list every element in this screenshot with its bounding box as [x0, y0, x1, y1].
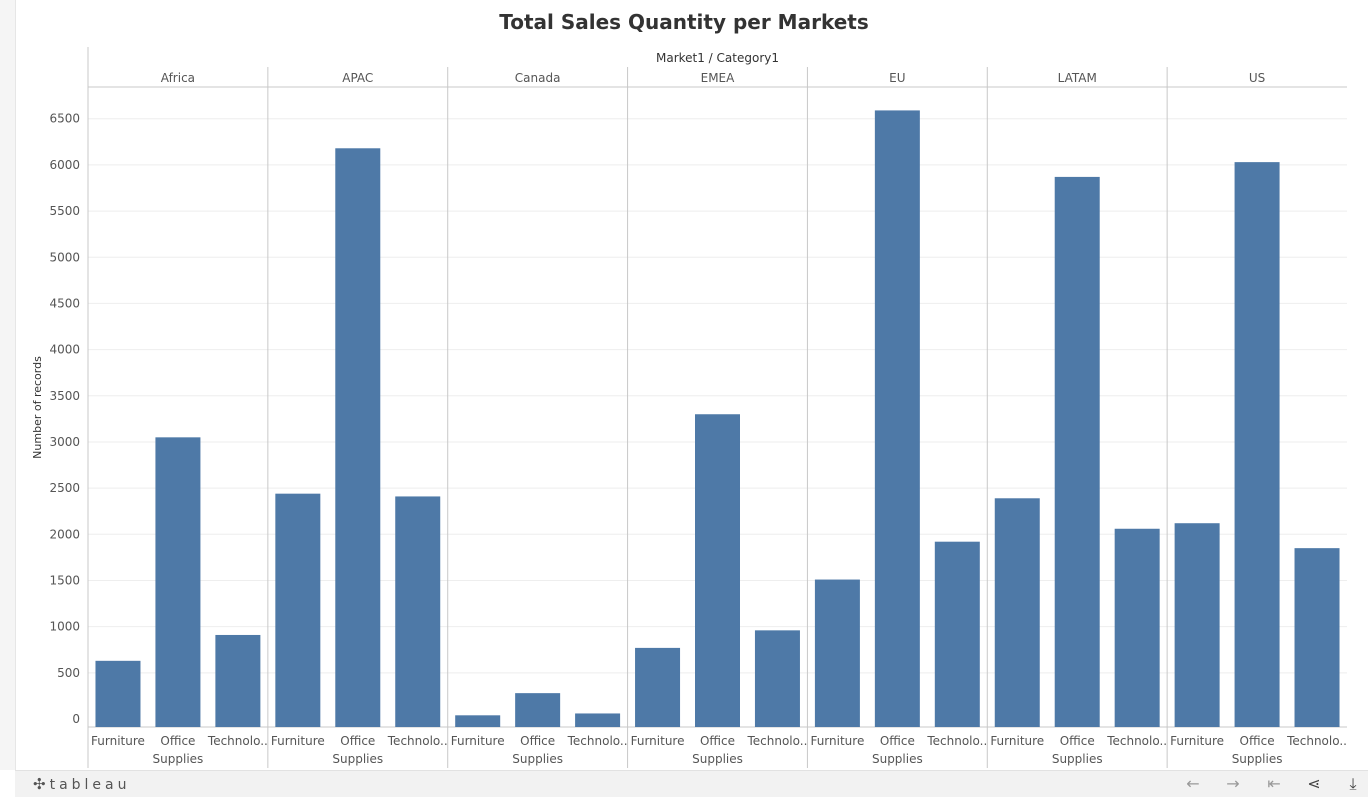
category-label: Furniture	[271, 734, 325, 748]
bar	[335, 148, 381, 728]
y-tick-label: 3000	[49, 435, 80, 449]
y-tick-label: 0	[72, 712, 80, 726]
y-tick-label: 500	[57, 666, 80, 680]
bar	[1054, 176, 1100, 727]
category-label: Technolo..	[746, 734, 807, 748]
download-icon[interactable]: ⤓	[1349, 774, 1357, 793]
category-label: Furniture	[631, 734, 685, 748]
tableau-logo-mark-icon: ✣	[33, 775, 46, 793]
category-label: Furniture	[91, 734, 145, 748]
bar	[395, 496, 441, 727]
category-label: Office	[1240, 734, 1275, 748]
bar	[1234, 162, 1280, 727]
bar	[754, 630, 800, 727]
market-label: LATAM	[1058, 71, 1097, 85]
category-label: Supplies	[153, 752, 204, 766]
bar	[515, 693, 561, 727]
category-label: Furniture	[990, 734, 1044, 748]
left-gutter	[0, 0, 16, 770]
revert-icon[interactable]: ⇤	[1267, 774, 1281, 793]
category-label: Supplies	[1232, 752, 1283, 766]
chart-title: Total Sales Quantity per Markets	[499, 10, 869, 34]
category-label: Supplies	[872, 752, 923, 766]
y-tick-label: 1000	[49, 620, 80, 634]
viz-toolbar: ✣ tableau ← → ⇤ ⋖ ⤓	[15, 770, 1368, 797]
y-tick-label: 4000	[49, 343, 80, 357]
market-label: EMEA	[701, 71, 736, 85]
undo-icon[interactable]: ←	[1186, 774, 1200, 793]
y-tick-label: 1500	[49, 573, 80, 587]
category-label: Office	[880, 734, 915, 748]
bar	[695, 414, 740, 727]
tableau-logo[interactable]: ✣ tableau	[33, 775, 131, 793]
category-label: Technolo..	[387, 734, 448, 748]
bar	[455, 715, 501, 727]
bar	[1294, 548, 1340, 727]
category-label: Supplies	[512, 752, 563, 766]
category-label: Technolo..	[567, 734, 628, 748]
category-label: Office	[160, 734, 195, 748]
category-label: Furniture	[1170, 734, 1224, 748]
bar	[814, 579, 860, 727]
y-tick-label: 6000	[49, 158, 80, 172]
y-tick-label: 4500	[49, 296, 80, 310]
redo-icon[interactable]: →	[1226, 774, 1240, 793]
bar	[575, 713, 621, 727]
y-tick-label: 3500	[49, 389, 80, 403]
market-label: EU	[889, 71, 905, 85]
market-label: US	[1249, 71, 1265, 85]
category-label: Technolo..	[1286, 734, 1347, 748]
bar	[275, 493, 321, 727]
bar	[874, 110, 920, 727]
category-label: Technolo..	[926, 734, 987, 748]
share-icon[interactable]: ⋖	[1307, 774, 1321, 793]
y-tick-label: 5000	[49, 250, 80, 264]
category-label: Supplies	[692, 752, 743, 766]
tableau-logo-text: tableau	[49, 777, 131, 793]
bar-chart: 0 500 1000 1500 2000 2500 3000 3500 4000 4500 5000…	[31, 47, 1347, 768]
bar	[1174, 523, 1220, 727]
column-header-title: Market1 / Category1	[656, 51, 779, 65]
bar	[934, 541, 980, 727]
category-label: Office	[340, 734, 375, 748]
category-label: Supplies	[332, 752, 383, 766]
bar	[994, 498, 1040, 727]
y-tick-label: 6500	[49, 112, 80, 126]
category-label: Office	[520, 734, 555, 748]
bar	[155, 437, 201, 727]
bar	[215, 634, 261, 727]
y-tick-label: 2500	[49, 481, 80, 495]
bar	[635, 647, 681, 727]
market-label: APAC	[342, 71, 373, 85]
y-tick-label: 2000	[49, 527, 80, 541]
market-label: Canada	[515, 71, 561, 85]
bar	[1114, 528, 1160, 727]
category-label: Office	[700, 734, 735, 748]
category-label: Office	[1060, 734, 1095, 748]
category-label: Furniture	[451, 734, 505, 748]
y-axis-title: Number of records	[31, 356, 44, 459]
market-label: Africa	[161, 71, 195, 85]
y-tick-label: 5500	[49, 204, 80, 218]
category-label: Furniture	[810, 734, 864, 748]
bar	[95, 660, 141, 727]
category-label: Technolo..	[207, 734, 268, 748]
category-label: Technolo..	[1106, 734, 1167, 748]
category-label: Supplies	[1052, 752, 1103, 766]
